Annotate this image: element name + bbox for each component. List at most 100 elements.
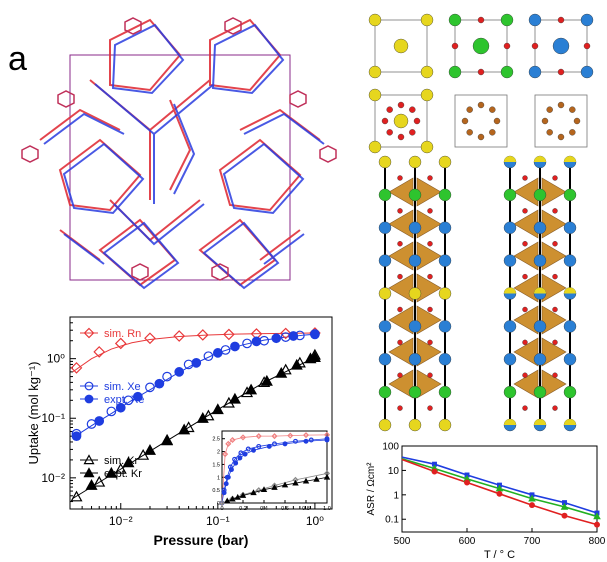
atom xyxy=(552,273,558,280)
atom xyxy=(522,208,528,214)
polyhedron xyxy=(541,209,567,239)
panel-b-crystal-structures: b xyxy=(368,13,594,432)
data-point xyxy=(211,403,224,415)
data-point xyxy=(529,502,535,509)
atom xyxy=(533,188,547,202)
data-point xyxy=(70,362,83,374)
panel-a-structure: a xyxy=(8,17,337,290)
atom xyxy=(448,65,462,79)
x-axis-label: T / ° C xyxy=(484,549,515,561)
atom xyxy=(522,405,528,411)
inset-x-tick-label: 0.2 xyxy=(239,506,247,512)
atom xyxy=(569,106,576,113)
inset-frame xyxy=(221,430,328,504)
atom xyxy=(397,372,403,378)
atom xyxy=(427,339,433,346)
atom xyxy=(381,117,389,125)
inset-data-point xyxy=(233,460,239,466)
unit-cell-outline xyxy=(374,94,428,148)
atom xyxy=(408,188,422,202)
atom xyxy=(557,68,565,76)
data-point xyxy=(161,433,174,445)
legend-marker xyxy=(84,381,94,391)
data-point xyxy=(94,416,105,426)
data-point xyxy=(290,358,303,370)
atom xyxy=(368,88,382,102)
inset-x-tick-label: 0.4 xyxy=(260,506,268,512)
atom xyxy=(472,37,490,55)
polyhedron xyxy=(541,177,567,207)
atom xyxy=(522,241,528,247)
atom xyxy=(438,254,452,267)
atom xyxy=(522,306,528,313)
data-point xyxy=(70,490,83,502)
atom xyxy=(438,287,452,300)
data-point xyxy=(212,348,223,358)
polyhedron xyxy=(513,305,539,335)
atom xyxy=(427,405,433,411)
data-point xyxy=(154,378,165,389)
atom xyxy=(368,13,382,27)
inset-data-point xyxy=(250,489,257,496)
atom xyxy=(552,306,558,313)
inset-data-point xyxy=(308,437,314,443)
atom xyxy=(386,129,393,136)
data-point xyxy=(230,341,240,352)
inset-data-point xyxy=(293,438,298,444)
y-tick-label: 1 xyxy=(393,490,399,501)
data-point xyxy=(275,366,288,378)
inset-y-tick-label: 0.5 xyxy=(212,488,220,494)
inset-data-point xyxy=(287,432,294,439)
atom xyxy=(493,117,501,125)
inset-data-point xyxy=(245,446,251,452)
atom xyxy=(500,13,514,27)
polyhedron xyxy=(388,177,414,207)
inset-data-point xyxy=(255,433,262,440)
data-point xyxy=(191,358,202,368)
atom xyxy=(557,101,565,109)
atom xyxy=(552,208,558,214)
inset-x-tick-label: 0.6 xyxy=(281,506,289,512)
atom xyxy=(503,188,517,202)
atom xyxy=(408,418,422,432)
atom xyxy=(420,88,434,102)
atom xyxy=(563,353,577,366)
polyhedron xyxy=(541,337,567,367)
data-point xyxy=(203,351,214,362)
data-point xyxy=(279,327,292,340)
inset-data-point xyxy=(323,473,331,480)
polyhedron xyxy=(513,337,539,367)
data-point xyxy=(122,456,135,468)
inset-data-point xyxy=(229,436,236,444)
atom xyxy=(563,385,577,399)
data-point xyxy=(528,494,536,502)
inset-data-point xyxy=(292,479,299,486)
atom xyxy=(563,254,577,267)
inset-data-point xyxy=(225,440,232,447)
data-point xyxy=(196,412,209,423)
inset-x-tick-label: 0.8 xyxy=(302,506,310,512)
atom xyxy=(438,221,452,234)
atom xyxy=(408,353,422,366)
inset-data-point xyxy=(302,477,310,484)
atom xyxy=(528,13,542,27)
atom xyxy=(477,16,485,24)
atom xyxy=(378,221,392,234)
atom xyxy=(503,42,511,50)
atom xyxy=(408,385,422,399)
data-point xyxy=(223,328,235,341)
atom xyxy=(427,306,433,313)
unit-cell-outline xyxy=(454,94,508,148)
data-point xyxy=(145,382,155,393)
atom-half xyxy=(504,419,516,425)
atom xyxy=(438,188,452,202)
atom xyxy=(397,241,403,247)
inset-data-point xyxy=(302,432,310,439)
inset-data-point xyxy=(281,481,289,488)
atom xyxy=(533,221,547,234)
polyhedron xyxy=(541,305,567,335)
atom xyxy=(409,129,416,136)
inset-data-point xyxy=(222,451,229,458)
data-point xyxy=(173,330,186,342)
